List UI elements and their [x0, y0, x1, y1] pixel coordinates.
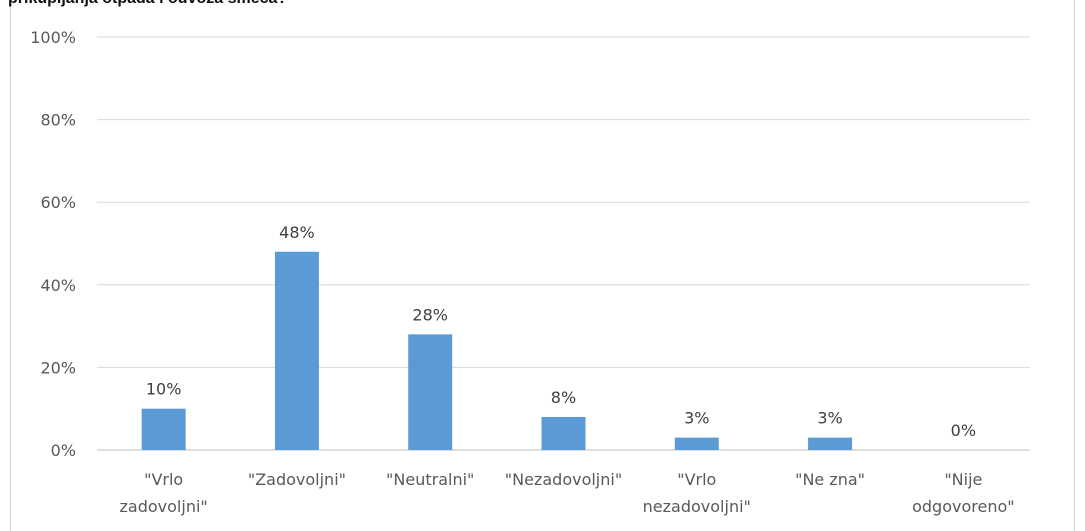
data-label: 3% [817, 409, 842, 428]
x-tick-label: "Nezadovoljni" [505, 470, 622, 489]
x-tick-label: "Vrlo [677, 470, 716, 489]
y-tick-label: 20% [40, 358, 76, 377]
bar [408, 334, 453, 450]
data-label: 28% [412, 305, 448, 324]
data-label: 3% [684, 409, 709, 428]
x-tick-label: "Nije [944, 470, 982, 489]
x-tick-label: "Neutralni" [386, 470, 474, 489]
y-tick-label: 80% [40, 111, 76, 130]
chart-frame [10, 0, 1075, 531]
bar [274, 251, 319, 450]
data-label: 0% [951, 421, 976, 440]
data-label: 10% [146, 380, 182, 399]
data-label: 8% [551, 388, 576, 407]
bar [141, 408, 186, 450]
x-tick-label: "Vrlo [144, 470, 183, 489]
y-tick-label: 60% [40, 193, 76, 212]
x-tick-label: "Zadovoljni" [248, 470, 346, 489]
bar [808, 437, 853, 450]
chart-title: prikupljanja otpada i odvoza smeća? [8, 0, 287, 8]
data-label: 48% [279, 223, 315, 242]
bar [674, 437, 719, 450]
x-tick-label: "Ne zna" [795, 470, 865, 489]
y-tick-label: 40% [40, 276, 76, 295]
x-tick-label: zadovoljni" [120, 497, 208, 516]
x-tick-label: nezadovoljni" [643, 497, 751, 516]
bar [541, 416, 586, 450]
x-tick-label: odgovoreno" [912, 497, 1015, 516]
y-tick-label: 100% [30, 28, 76, 47]
y-tick-label: 0% [51, 441, 76, 460]
